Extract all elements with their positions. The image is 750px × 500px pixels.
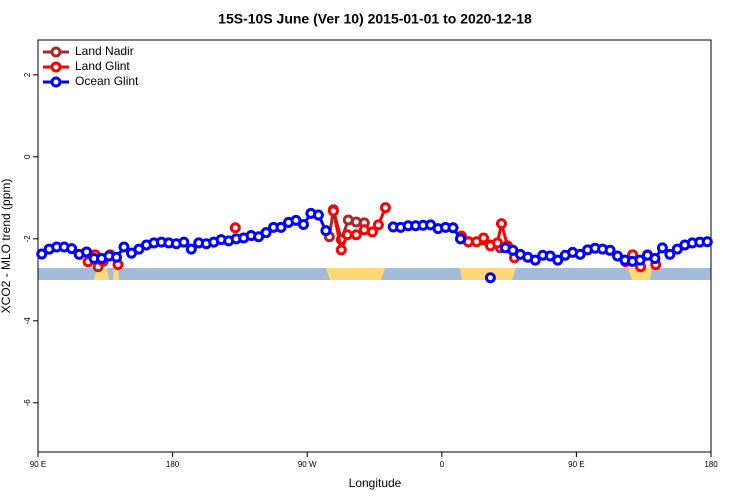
x-tick-label: 90 W xyxy=(298,460,317,469)
point xyxy=(335,244,347,256)
plot-frame xyxy=(37,39,712,453)
legend-marker xyxy=(50,61,62,73)
x-tick-label: 180 xyxy=(166,460,180,469)
point xyxy=(111,251,123,263)
legend-label: Land Glint xyxy=(75,59,130,73)
point xyxy=(66,243,78,255)
y-tick-label: 2 xyxy=(23,72,32,77)
chart-title: 15S-10S June (Ver 10) 2015-01-01 to 2020… xyxy=(218,11,532,27)
legend-marker xyxy=(50,76,62,88)
y-axis-label: XCO2 - MLO trend (ppm) xyxy=(0,179,13,314)
point xyxy=(81,246,93,258)
legend-label: Ocean Glint xyxy=(75,74,139,88)
point xyxy=(478,232,490,244)
point xyxy=(574,248,586,260)
point xyxy=(454,233,466,245)
point xyxy=(36,248,48,260)
y-tick-label: -2 xyxy=(23,235,32,243)
point xyxy=(649,253,661,265)
x-tick-label: 90 E xyxy=(30,460,46,469)
point xyxy=(634,254,646,266)
legend-label: Land Nadir xyxy=(75,44,134,58)
point xyxy=(312,209,324,221)
y-tick-label: -6 xyxy=(23,399,32,407)
x-tick-label: 90 E xyxy=(568,460,584,469)
point xyxy=(178,236,190,248)
point xyxy=(372,219,384,231)
point xyxy=(529,254,541,266)
point xyxy=(664,248,676,260)
point xyxy=(229,222,241,234)
point xyxy=(275,221,287,233)
point xyxy=(341,229,353,241)
point xyxy=(297,218,309,230)
point xyxy=(320,225,332,237)
y-tick-label: 0 xyxy=(23,154,32,159)
point xyxy=(701,236,713,248)
point xyxy=(366,226,378,238)
legend-marker xyxy=(50,46,62,58)
point xyxy=(118,241,130,253)
point xyxy=(350,229,362,241)
point xyxy=(185,243,197,255)
point xyxy=(491,237,503,249)
point xyxy=(327,205,339,217)
point xyxy=(552,254,564,266)
land-mask-band xyxy=(38,268,711,280)
point xyxy=(484,272,496,284)
point xyxy=(447,222,459,234)
point xyxy=(379,202,391,214)
point xyxy=(495,218,507,230)
plot-area xyxy=(36,202,713,284)
x-tick-label: 180 xyxy=(704,460,718,469)
y-tick-label: -4 xyxy=(23,317,32,325)
x-axis-label: Longitude xyxy=(349,476,402,490)
point xyxy=(656,242,668,254)
point xyxy=(260,227,272,239)
point xyxy=(604,244,616,256)
x-tick-label: 0 xyxy=(440,460,445,469)
